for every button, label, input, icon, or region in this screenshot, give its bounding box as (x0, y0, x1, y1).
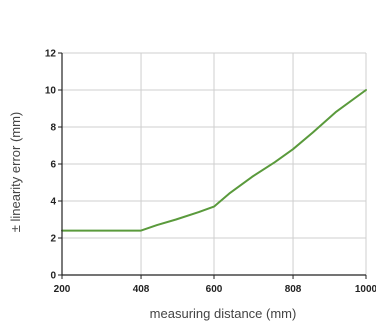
x-tick-label: 408 (133, 284, 150, 295)
series-line (61, 89, 367, 232)
x-tick-label: 600 (206, 284, 223, 295)
x-tick-label: 1000 (355, 284, 376, 295)
tick-labels: 0 2 4 6 8 10 12 200 408 600 808 1000 (45, 49, 376, 296)
y-tick-label: 10 (45, 86, 57, 97)
x-axis-title: measuring distance (mm) (150, 306, 297, 321)
x-tick-label: 200 (54, 284, 71, 295)
y-tick-label: 0 (50, 271, 56, 282)
y-axis-title: ± linearity error (mm) (8, 112, 23, 233)
x-tick-label: 808 (285, 284, 302, 295)
y-tick-label: 2 (50, 234, 56, 245)
y-tick-label: 12 (45, 49, 57, 60)
y-tick-label: 8 (50, 123, 56, 134)
y-tick-label: 4 (50, 197, 56, 208)
series-layer (61, 89, 367, 232)
y-tick-label: 6 (50, 160, 56, 171)
grid (62, 52, 367, 275)
axes (58, 52, 367, 279)
